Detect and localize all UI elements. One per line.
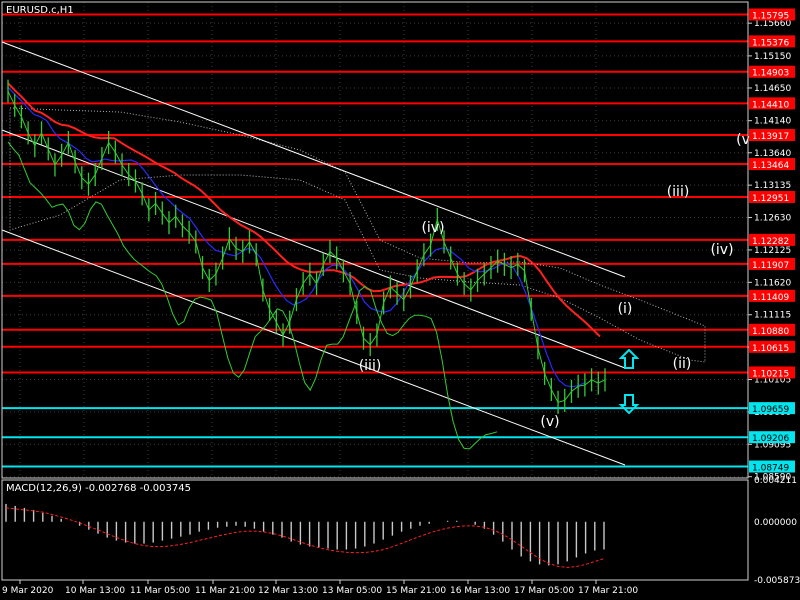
channel-middle-line (1, 129, 626, 369)
level-price-tag (749, 460, 795, 473)
level-price-tag (749, 402, 795, 415)
x-tick-label: 16 Mar 13:00 (450, 586, 510, 596)
level-price-tag (749, 8, 795, 21)
level-price-tag (749, 35, 795, 48)
level-price-label: 1.13464 (752, 161, 789, 171)
x-tick-label: 11 Mar 05:00 (130, 586, 190, 596)
y-tick-label: 1.09095 (754, 440, 791, 450)
x-tick-label: 17 Mar 05:00 (514, 586, 574, 596)
macd-title: MACD(12,26,9) -0.002768 -0.003745 (6, 483, 191, 494)
y-tick-label: 1.13135 (754, 181, 791, 191)
channel-lower-line (1, 229, 626, 466)
down-arrow-icon (618, 394, 640, 415)
wave-label: (ii) (673, 356, 692, 372)
level-price-tag (749, 97, 795, 110)
y-tick-label: 1.11115 (754, 311, 791, 321)
level-price-tag (749, 128, 795, 141)
up-arrow-icon (618, 348, 640, 369)
level-price-label: 1.14903 (752, 69, 789, 79)
macd-panel (5, 503, 605, 568)
wave-label: (iv) (710, 242, 733, 258)
level-price-tags: 1.15795 1.15376 1.14903 1.14410 1.13917 1.134… (749, 8, 795, 474)
level-price-tag (749, 366, 795, 379)
x-tick-label: 13 Mar 05:00 (322, 586, 382, 596)
level-price-label: 1.10880 (752, 327, 789, 337)
channel-upper-line (1, 41, 626, 278)
level-price-label: 1.13917 (752, 132, 789, 142)
signal-arrows (618, 348, 640, 415)
y-tick-label: 1.14650 (754, 84, 791, 94)
time-axis[interactable]: 9 Mar 2020 10 Mar 13:00 11 Mar 05:00 11 Mar… (2, 580, 638, 596)
main-panel-border (1, 1, 749, 479)
y-tick-label: 1.12630 (754, 214, 791, 224)
level-price-label: 1.10215 (752, 369, 789, 379)
level-price-label: 1.09659 (752, 405, 789, 415)
level-price-tag (749, 340, 795, 353)
wave-label: (v) (540, 414, 559, 430)
y-tick-label: 1.11620 (754, 278, 791, 288)
chart-title: EURUSD.c,H1 (6, 5, 74, 16)
x-tick-label: 11 Mar 21:00 (195, 586, 255, 596)
axis-frame (1, 1, 749, 581)
level-price-tag (749, 190, 795, 203)
macd-panel-border (1, 479, 749, 581)
wave-label: (i) (618, 301, 633, 317)
level-price-tag (749, 158, 795, 171)
level-price-label: 1.11907 (752, 261, 789, 271)
wave-label: (v (736, 132, 750, 148)
x-tick-label: 9 Mar 2020 (2, 586, 54, 596)
y-tick-label: 1.13640 (754, 149, 791, 159)
y-tick-label: 1.10105 (754, 376, 791, 386)
level-price-label: 1.09206 (752, 434, 789, 444)
level-price-label: 1.12282 (752, 237, 789, 247)
y-tick-label: 1.12125 (754, 246, 791, 256)
macd-tick-label: 0.000000 (754, 518, 797, 528)
wave-labels: (iii) (iv) (v) (i) (ii) (iii) (iv) (v (359, 132, 750, 430)
x-tick-label: 17 Mar 21:00 (578, 586, 638, 596)
channel-lines (1, 41, 626, 466)
level-price-label: 1.11409 (752, 293, 789, 303)
x-tick-label: 15 Mar 21:00 (386, 586, 446, 596)
x-tick-label: 12 Mar 13:00 (258, 586, 318, 596)
level-price-tag (749, 233, 795, 246)
level-price-tag (749, 257, 795, 270)
wave-label: (iii) (667, 184, 690, 200)
lagging-line (7, 141, 498, 450)
level-price-label: 1.10615 (752, 344, 789, 354)
level-price-label: 1.15376 (752, 38, 789, 48)
y-tick-label: 1.15150 (754, 52, 791, 62)
y-tick-label: 1.15660 (754, 19, 791, 29)
price-series (7, 79, 606, 414)
macd-axis: 0.004211 0.000000 -0.005873 (754, 476, 800, 586)
x-tick-label: 10 Mar 13:00 (65, 586, 125, 596)
level-price-tag (749, 323, 795, 336)
macd-tick-label: 0.004211 (754, 476, 797, 486)
level-price-tag (749, 289, 795, 302)
wave-label: (iv) (421, 220, 444, 236)
level-price-label: 1.15795 (752, 12, 789, 22)
horizontal-levels (2, 13, 748, 468)
y-tick-label: 1.08590 (754, 473, 791, 483)
price-line (7, 90, 606, 403)
level-price-label: 1.08749 (752, 464, 789, 474)
level-price-label: 1.14410 (752, 100, 789, 110)
level-price-label: 1.12951 (752, 194, 789, 204)
macd-tick-label: -0.005873 (754, 576, 800, 586)
level-price-tag (749, 65, 795, 78)
level-price-tag (749, 431, 795, 444)
wave-label: (iii) (359, 358, 382, 374)
moving-average-red (7, 82, 601, 338)
y-tick-label: 1.14140 (754, 117, 791, 127)
